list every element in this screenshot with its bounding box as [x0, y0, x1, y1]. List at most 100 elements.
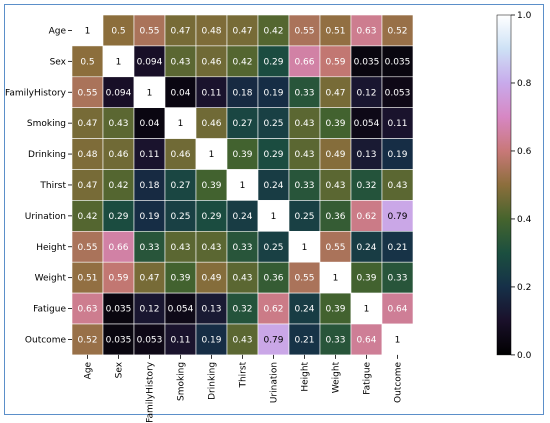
cell-value-label: 0.035 [106, 305, 132, 315]
cell-value-label: 0.04 [170, 88, 190, 98]
heatmap-cell [319, 292, 352, 325]
heatmap-cell [350, 76, 383, 109]
cell-value-label: 0.25 [263, 119, 283, 129]
cell-value-label: 0.59 [325, 57, 345, 67]
x-tick-label: Weight [332, 361, 342, 393]
figure-frame [4, 4, 544, 415]
cell-value-label: 0.035 [385, 57, 411, 67]
cell-value-label: 0.39 [232, 150, 252, 160]
heatmap-cell [319, 231, 352, 263]
cell-value-label: 0.29 [263, 57, 283, 67]
cell-value-label: 0.39 [325, 305, 345, 315]
cell-value-label: 0.42 [108, 181, 128, 191]
heatmap-cell [102, 169, 135, 201]
cell-value-label: 0.48 [77, 150, 97, 160]
cell-value-label: 0.11 [387, 119, 407, 129]
cell-value-label: 0.36 [263, 274, 283, 284]
cell-value-label: 0.66 [108, 243, 128, 253]
cell-value-label: 0.25 [294, 212, 314, 222]
heatmap-cell [71, 292, 104, 325]
cell-value-label: 0.51 [77, 274, 97, 284]
cell-value-label: 0.19 [263, 88, 283, 98]
cell-value-label: 0.39 [356, 274, 376, 284]
heatmap-cell [381, 138, 414, 170]
heatmap-cell [71, 169, 104, 201]
cell-value-label: 0.27 [232, 119, 252, 129]
colorbar-gradient [496, 14, 512, 356]
cell-value-label: 0.52 [387, 26, 407, 36]
cell-value-label: 0.054 [354, 119, 380, 129]
x-tick-label: Outcome [394, 361, 404, 403]
y-tick-label: Outcome [25, 335, 67, 345]
heatmap-cell [133, 323, 166, 356]
cell-value-label: 1 [85, 26, 91, 36]
colorbar-tick-label: 0.8 [517, 79, 532, 89]
x-tick-label: Thirst [239, 361, 249, 388]
cell-value-label: 0.24 [263, 181, 283, 191]
heatmap-cell [71, 323, 104, 356]
heatmap-cell [257, 323, 290, 356]
cell-value-label: 0.46 [201, 119, 221, 129]
y-axis: Age Sex FamilyHistory Smoking Drinking Thirst… [5, 26, 72, 345]
y-tick-label: FamilyHistory [5, 88, 67, 98]
x-tick-label: Urination [270, 362, 280, 403]
colorbar-tick-label: 1.0 [517, 11, 532, 21]
cell-value-label: 0.79 [263, 335, 283, 345]
cell-value-label: 0.62 [263, 305, 283, 315]
cell-value-label: 0.33 [232, 243, 252, 253]
cell-value-label: 0.24 [232, 212, 252, 222]
heatmap-cell [195, 231, 228, 263]
heatmap-cell [350, 323, 383, 356]
heatmap-cell [133, 169, 166, 201]
heatmap-cell [288, 292, 321, 325]
cell-value-label: 0.43 [387, 181, 407, 191]
x-tick-label: Sex [115, 361, 125, 378]
cell-value-label: 0.5 [80, 57, 94, 67]
cell-value-label: 0.55 [77, 243, 97, 253]
cell-value-label: 0.33 [387, 274, 407, 284]
cell-value-label: 0.12 [139, 305, 159, 315]
heatmap-cell [195, 169, 228, 201]
cell-value-label: 0.035 [354, 57, 380, 67]
cell-value-label: 0.79 [387, 212, 407, 222]
heatmap-cell [257, 107, 290, 139]
heatmap-cell [164, 138, 197, 170]
cell-value-label: 0.32 [356, 181, 376, 191]
heatmap-cell [71, 45, 104, 78]
cell-value-label: 0.18 [232, 88, 252, 98]
cell-value-label: 0.43 [108, 119, 128, 129]
heatmap-cell [381, 107, 414, 139]
heatmap-cell [226, 231, 259, 263]
heatmap-cell [381, 292, 414, 325]
cell-value-label: 0.49 [325, 150, 345, 160]
cell-value-label: 0.64 [387, 305, 407, 315]
cell-value-label: 0.11 [170, 335, 190, 345]
cell-value-label: 0.43 [170, 243, 190, 253]
cell-value-label: 0.053 [137, 335, 163, 345]
cell-value-label: 1 [271, 212, 277, 222]
cell-value-label: 0.33 [139, 243, 159, 253]
cell-value-label: 0.51 [325, 26, 345, 36]
cell-value-label: 0.094 [106, 88, 132, 98]
cell-value-label: 0.12 [356, 88, 376, 98]
heatmap-cell [226, 107, 259, 139]
cell-value-label: 0.66 [294, 57, 314, 67]
cell-value-label: 0.42 [263, 26, 283, 36]
heatmap-cell [319, 323, 352, 356]
heatmap-cell [319, 169, 352, 201]
heatmap-cell [164, 231, 197, 263]
heatmap-cell [195, 323, 228, 356]
cell-value-label: 0.55 [139, 26, 159, 36]
heatmap-cell [257, 76, 290, 109]
x-axis: Age Sex FamilyHistory Smoking Drinking Thirst… [84, 354, 404, 423]
cell-value-label: 0.29 [201, 212, 221, 222]
cell-value-label: 0.55 [294, 26, 314, 36]
cell-value-label: 0.43 [170, 57, 190, 67]
y-tick-label: Weight [35, 274, 67, 284]
cell-value-label: 0.63 [77, 305, 97, 315]
cell-value-label: 0.49 [201, 274, 221, 284]
heatmap-cell [350, 292, 383, 325]
cell-value-label: 0.29 [108, 212, 128, 222]
cell-value-label: 0.43 [232, 335, 252, 345]
